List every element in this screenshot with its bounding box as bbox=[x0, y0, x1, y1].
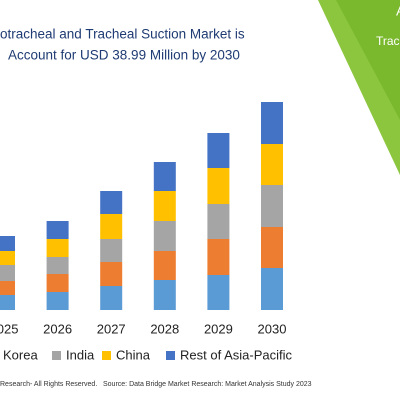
bar-segment bbox=[46, 257, 69, 274]
x-tick-label: 2030 bbox=[258, 321, 287, 336]
bar-segment bbox=[261, 227, 283, 268]
chart-title: Account for USD 38.99 Million by 2030 bbox=[8, 48, 240, 63]
bar-segment bbox=[207, 204, 230, 239]
bar-segment bbox=[100, 191, 123, 214]
footer: Research- All Rights Reserved. bbox=[0, 381, 97, 388]
bar-segment bbox=[261, 102, 283, 144]
bar-segment bbox=[153, 221, 176, 251]
bar-segment bbox=[0, 251, 15, 265]
legend-label: Rest of Asia-Pacific bbox=[180, 347, 292, 362]
bar-segment bbox=[0, 236, 15, 251]
legend-swatch bbox=[52, 351, 61, 360]
bar-segment bbox=[153, 280, 176, 310]
x-tick-label: 2028 bbox=[150, 321, 179, 336]
bar-segment bbox=[46, 274, 69, 292]
bar-segment bbox=[100, 239, 123, 262]
bar-segment bbox=[153, 191, 176, 221]
legend-swatch bbox=[102, 351, 111, 360]
bar-segment bbox=[100, 262, 123, 286]
bar-segment bbox=[0, 281, 15, 295]
bar-segment bbox=[261, 185, 283, 227]
bar-segment bbox=[46, 239, 69, 257]
bar-segment bbox=[261, 144, 283, 185]
x-tick-label: 2029 bbox=[204, 321, 233, 336]
bar-segment bbox=[46, 221, 69, 239]
bar-segment bbox=[46, 292, 69, 310]
bar-segment bbox=[207, 168, 230, 204]
bar-segment bbox=[207, 133, 230, 168]
side-text: A bbox=[396, 3, 400, 19]
bar-segment bbox=[153, 162, 176, 191]
x-tick-label: 2027 bbox=[97, 321, 126, 336]
legend-label: Korea bbox=[3, 347, 38, 362]
legend-label: China bbox=[116, 347, 151, 362]
side-panel-shade bbox=[336, 0, 400, 120]
x-tick-label: 2025 bbox=[0, 321, 18, 336]
bar-segment bbox=[0, 295, 15, 310]
x-tick-label: 2026 bbox=[43, 321, 72, 336]
legend-swatch bbox=[166, 351, 175, 360]
legend-label: India bbox=[66, 347, 95, 362]
bar-segment bbox=[0, 265, 15, 281]
chart-title: otracheal and Tracheal Suction Market is bbox=[0, 27, 245, 42]
bar-segment bbox=[153, 251, 176, 280]
bar-segment bbox=[100, 286, 123, 310]
bar-segment bbox=[261, 268, 283, 310]
side-text: Trac bbox=[376, 34, 400, 48]
bar-segment bbox=[100, 214, 123, 239]
bar-segment bbox=[207, 239, 230, 275]
footer: Source: Data Bridge Market Research: Mar… bbox=[103, 381, 312, 388]
bar-segment bbox=[207, 275, 230, 310]
